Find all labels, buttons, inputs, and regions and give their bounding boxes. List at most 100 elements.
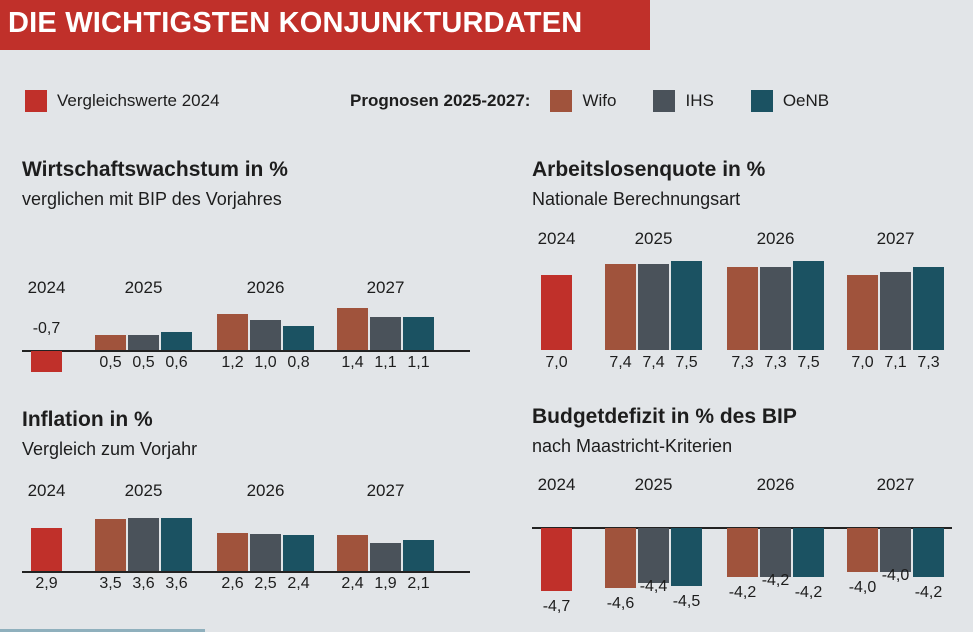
- value-label: 2,4: [287, 575, 310, 592]
- footer-line: [0, 629, 205, 632]
- page-title: DIE WICHTIGSTEN KONJUNKTURDATEN: [8, 7, 583, 39]
- value-label: 2,9: [35, 575, 58, 592]
- title-banner: DIE WICHTIGSTEN KONJUNKTURDATEN: [0, 0, 650, 50]
- bar-ihs-2027: [370, 542, 401, 571]
- value-label: 1,1: [407, 354, 430, 371]
- year-label-2026: 2026: [756, 229, 795, 248]
- bar-oenb-2026: [283, 326, 314, 350]
- legend-forecast: Prognosen 2025-2027: Wifo IHS OeNB: [350, 90, 829, 112]
- bar-ihs-2027: [370, 317, 401, 350]
- value-label: -4,4: [639, 577, 668, 595]
- value-label: 0,5: [132, 354, 155, 371]
- legend-forecast-label: Prognosen 2025-2027:: [350, 91, 531, 110]
- bar-wifo-2025: [605, 528, 636, 589]
- chart-title: Budgetdefizit in % des BIP: [532, 405, 797, 428]
- bar-ihs-2026: [250, 534, 281, 571]
- legend-label-2024: Vergleichswerte 2024: [57, 91, 220, 110]
- chart-title: Inflation in %: [22, 408, 153, 431]
- bar-wifo-2026: [727, 266, 758, 350]
- value-label: 7,0: [851, 354, 874, 371]
- value-label: -4,0: [848, 579, 877, 596]
- bar-oenb-2027: [403, 539, 434, 571]
- bar-oenb-2027: [403, 317, 434, 350]
- bar-oenb-2025: [161, 517, 192, 571]
- bar-oenb-2026: [283, 535, 314, 571]
- bar-wifo-2027: [847, 274, 878, 350]
- legend-swatch-2024: [25, 90, 47, 112]
- bar-wifo-2025: [605, 263, 636, 350]
- bar-wifo-2025: [95, 519, 126, 571]
- value-label: 0,6: [165, 354, 188, 371]
- bar-wifo-2027: [847, 528, 878, 572]
- legend-label-oenb: OeNB: [782, 91, 830, 110]
- value-label: 7,0: [545, 354, 568, 371]
- value-label: 1,1: [374, 354, 397, 371]
- bar-oenb-2025: [671, 528, 702, 586]
- bar-wifo-2026: [217, 314, 248, 350]
- bar-ihs-2025: [638, 263, 669, 350]
- chart-subtitle: Nationale Berechnungsart: [532, 189, 741, 209]
- legend-label-wifo: Wifo: [582, 91, 617, 110]
- value-label: -0,7: [32, 320, 61, 337]
- bar-ihs-2025: [638, 528, 669, 583]
- bar-ihs-2027: [880, 272, 911, 350]
- year-label-2024: 2024: [537, 475, 576, 494]
- bar-ihs-2026: [250, 320, 281, 350]
- value-label: -4,7: [542, 597, 571, 615]
- year-label-2027: 2027: [876, 229, 915, 248]
- bar-ihs-2025: [128, 517, 159, 571]
- value-label: -4,2: [761, 572, 790, 590]
- value-label: 7,3: [917, 354, 940, 371]
- value-label: 7,1: [884, 354, 907, 371]
- bar-oenb-2027: [913, 528, 944, 578]
- value-label: 3,6: [132, 575, 155, 592]
- value-label: 3,6: [165, 575, 188, 592]
- year-label-2027: 2027: [366, 481, 405, 500]
- value-label: 2,1: [407, 575, 430, 592]
- value-label: 7,3: [731, 354, 754, 371]
- chart-subtitle: Vergleich zum Vorjahr: [22, 439, 198, 459]
- bar-oenb-2026: [793, 528, 824, 578]
- bar-wifo-2027: [337, 308, 368, 350]
- value-label: -4,5: [672, 592, 701, 610]
- value-label: 7,5: [797, 354, 820, 371]
- value-label: 2,4: [341, 575, 364, 592]
- legend-swatch-ihs: [653, 90, 676, 112]
- bar-wifo-2027: [337, 535, 368, 571]
- bar-ihs-2027: [880, 528, 911, 572]
- bar-vergleichswerte-2024-2024: [541, 528, 572, 591]
- chart-title: Wirtschaftswachstum in %: [22, 158, 288, 181]
- year-label-2024: 2024: [537, 229, 576, 248]
- year-label-2027: 2027: [876, 475, 915, 494]
- value-label: -4,2: [728, 584, 757, 602]
- bar-vergleichswerte-2024-2024: [541, 274, 572, 350]
- year-label-2027: 2027: [366, 278, 405, 297]
- legend-swatch-wifo: [550, 90, 573, 112]
- value-label: 7,4: [609, 354, 632, 371]
- bar-ihs-2026: [760, 528, 791, 578]
- year-label-2025: 2025: [634, 475, 673, 494]
- baseline: [532, 527, 952, 529]
- year-label-2025: 2025: [124, 481, 163, 500]
- legend-swatch-oenb: [750, 90, 773, 112]
- value-label: 1,4: [341, 354, 364, 371]
- bar-wifo-2025: [95, 335, 126, 350]
- bar-oenb-2025: [671, 260, 702, 350]
- value-label: -4,6: [606, 595, 635, 613]
- chart-subtitle: verglichen mit BIP des Vorjahres: [22, 189, 282, 209]
- value-label: 3,5: [99, 575, 122, 592]
- legend-label-ihs: IHS: [685, 91, 714, 110]
- year-label-2026: 2026: [756, 475, 795, 494]
- chart-title: Arbeitslosenquote in %: [532, 158, 766, 181]
- bar-oenb-2026: [793, 260, 824, 350]
- legend-compare: Vergleichswerte 2024: [25, 90, 220, 112]
- bar-vergleichswerte-2024-2024: [31, 528, 62, 571]
- value-label: -4,0: [881, 567, 910, 584]
- value-label: 1,2: [221, 354, 244, 371]
- baseline: [22, 350, 470, 352]
- bar-oenb-2025: [161, 332, 192, 350]
- bar-ihs-2026: [760, 266, 791, 350]
- value-label: 2,5: [254, 575, 277, 592]
- year-label-2024: 2024: [27, 278, 66, 297]
- year-label-2025: 2025: [634, 229, 673, 248]
